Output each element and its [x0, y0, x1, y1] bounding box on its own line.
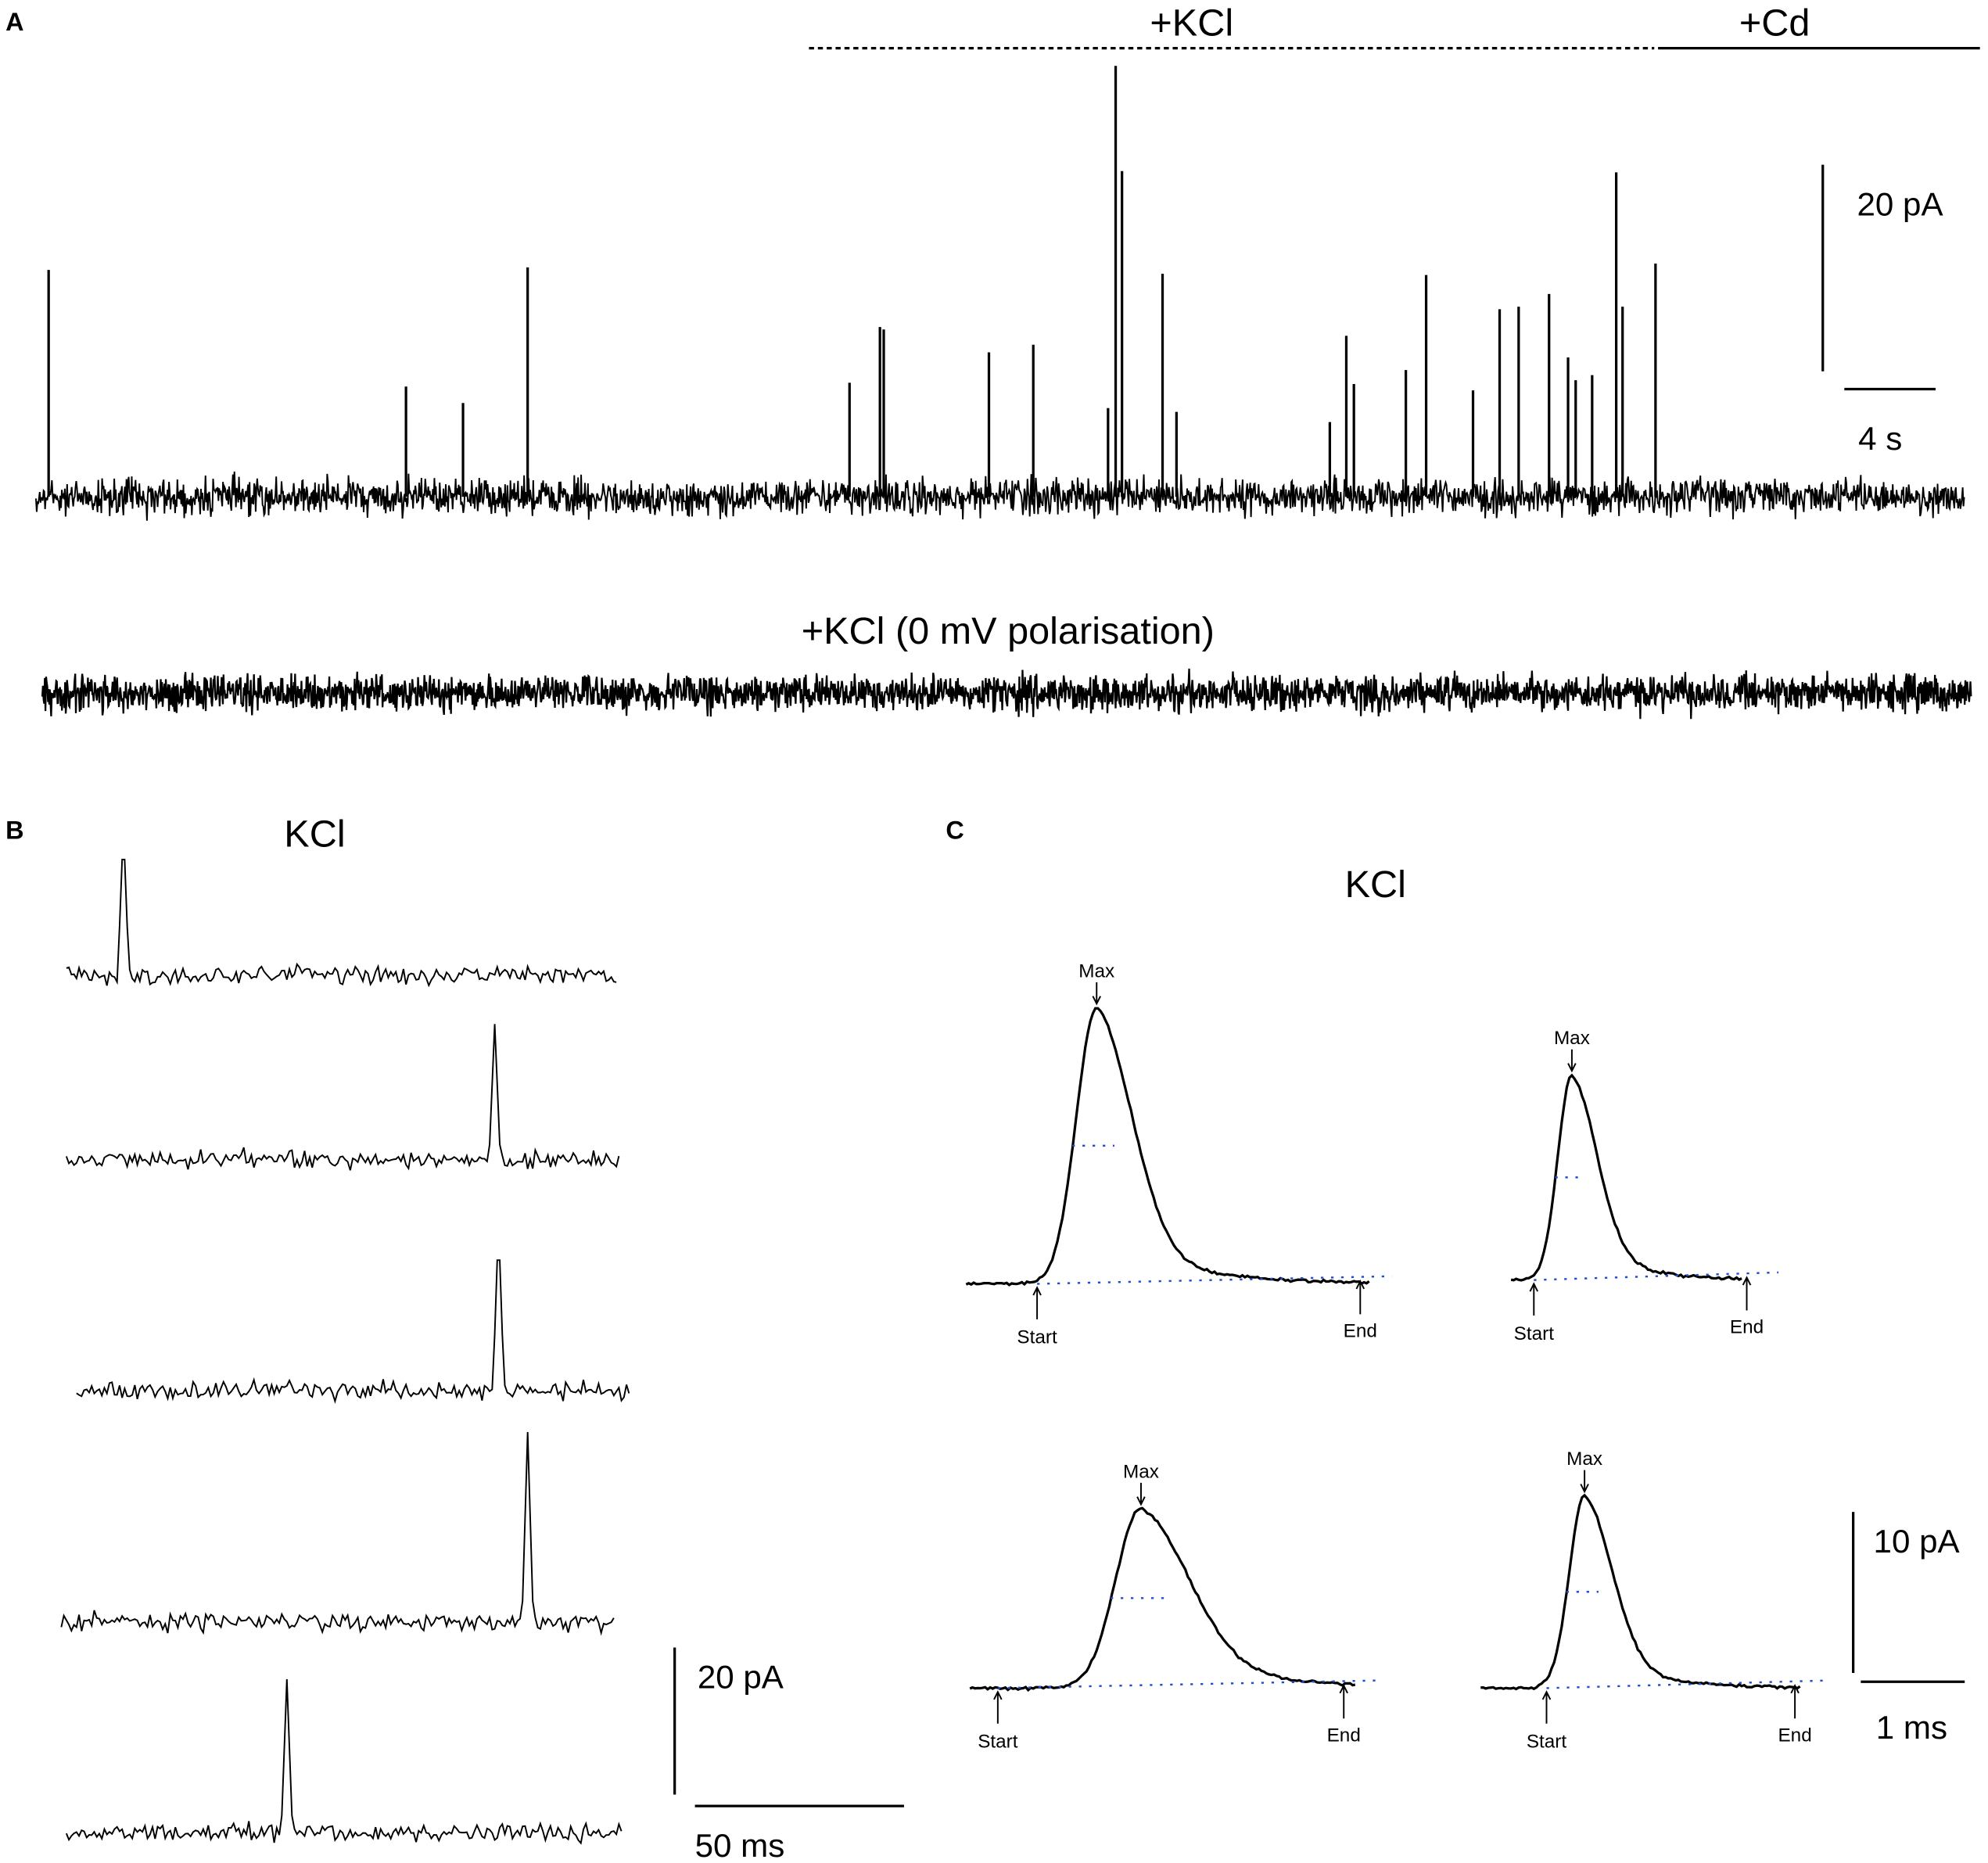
condition-label: +Cd: [1739, 2, 1810, 44]
end-label: End: [1344, 1321, 1377, 1342]
trace: [65, 1024, 620, 1171]
trace: [41, 668, 1972, 720]
panel-title: KCl: [284, 813, 345, 855]
arrow: [1790, 1683, 1800, 1719]
arrow: [1092, 982, 1101, 1006]
baseline: [1546, 1679, 1827, 1689]
scale-label: 50 ms: [695, 1827, 785, 1863]
max-label: Max: [1566, 1448, 1602, 1470]
arrow: [1529, 1282, 1539, 1316]
baseline: [1037, 1275, 1392, 1285]
scale-label: 1 ms: [1876, 1709, 1947, 1746]
trace: [60, 1432, 615, 1636]
condition-label: +KCl: [1150, 2, 1233, 44]
panel-title: KCl: [1345, 863, 1406, 906]
scale-label: 10 pA: [1874, 1523, 1961, 1560]
panel-label: C: [946, 817, 963, 845]
arrow: [993, 1690, 1003, 1724]
trace: [66, 858, 617, 988]
arrow: [1580, 1470, 1589, 1494]
arrow: [1339, 1683, 1348, 1719]
max-label: Max: [1554, 1028, 1590, 1049]
event-trace: [1510, 1073, 1742, 1282]
start-label: Start: [978, 1732, 1018, 1753]
baseline: [997, 1679, 1376, 1689]
baseline: [1534, 1271, 1779, 1281]
end-label: End: [1327, 1725, 1361, 1746]
arrow: [1355, 1280, 1365, 1315]
max-label: Max: [1078, 960, 1114, 982]
arrow: [1136, 1482, 1146, 1506]
arrow: [1567, 1049, 1577, 1073]
trace-label: +KCl (0 mV polarisation): [802, 610, 1215, 652]
end-label: End: [1730, 1317, 1764, 1338]
event-trace: [1480, 1493, 1801, 1691]
panel-label: A: [5, 8, 23, 36]
event-trace: [969, 1506, 1356, 1692]
trace: [65, 1679, 623, 1845]
start-label: Start: [1514, 1323, 1555, 1344]
arrow: [1541, 1690, 1552, 1724]
end-label: End: [1778, 1725, 1811, 1746]
start-label: Start: [1527, 1732, 1567, 1753]
event-trace: [965, 1007, 1370, 1287]
panel-label: B: [5, 817, 23, 845]
arrow: [1032, 1286, 1042, 1319]
start-label: Start: [1017, 1327, 1057, 1348]
scale-label: 20 pA: [1857, 185, 1943, 222]
scale-label: 4 s: [1858, 420, 1902, 457]
scale-label: 20 pA: [698, 1658, 784, 1695]
trace: [76, 1259, 630, 1404]
trace: [35, 471, 1965, 521]
max-label: Max: [1123, 1461, 1159, 1482]
arrow: [1742, 1276, 1752, 1311]
